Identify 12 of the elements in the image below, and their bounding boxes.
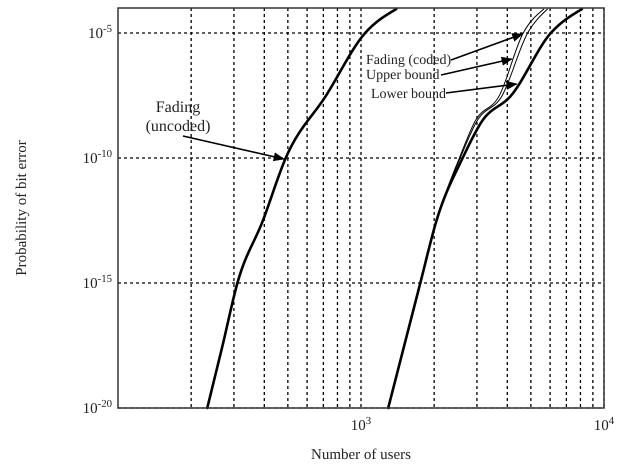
y-tick-label: 10$^{-5}$ (88, 23, 112, 42)
annotation: Upper bound (366, 68, 440, 83)
y-tick-label: 10$^{-20}$ (82, 398, 112, 417)
x-tick-label: 10$^{4}$ (594, 415, 615, 434)
annotation: Fading (coded) (366, 53, 452, 68)
annotation: Lower bound (371, 87, 446, 102)
y-tick-label: 10$^{-10}$ (82, 148, 112, 167)
x-tick-label: 10$^{3}$ (350, 415, 372, 434)
x-axis-title: Number of users (311, 447, 412, 463)
y-tick-label: 10$^{-15}$ (82, 273, 112, 292)
y-axis-title: Probability of bit error (14, 140, 30, 276)
annotation: Fading (uncoded) (146, 99, 210, 135)
